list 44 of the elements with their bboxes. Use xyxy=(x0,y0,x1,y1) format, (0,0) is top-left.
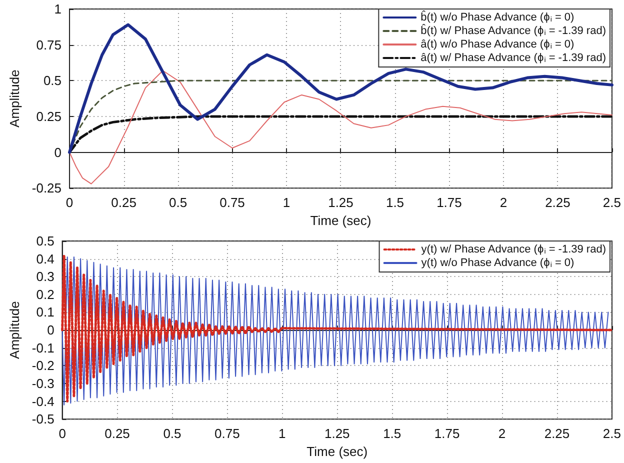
y-tick-label: 0.25 xyxy=(36,108,62,124)
x-tick-label: 0.25 xyxy=(104,426,130,442)
y-tick-label: 0.4 xyxy=(36,251,54,266)
y-tick-label: 0.1 xyxy=(36,304,54,320)
line-series xyxy=(69,70,612,184)
x-tick-label: 0.5 xyxy=(168,195,188,210)
y-tick-label: 0.3 xyxy=(36,269,54,284)
x-tick-label: 2.25 xyxy=(544,426,570,442)
y-tick-label: -0.3 xyxy=(32,376,54,391)
x-tick-label: 1 xyxy=(282,195,290,210)
y-tick-label: -0.5 xyxy=(32,412,54,427)
x-tick-label: 1.75 xyxy=(434,426,460,442)
y-tick-label: 1 xyxy=(54,2,62,16)
y-tick-label: 0.5 xyxy=(36,234,54,248)
x-tick-label: 2.5 xyxy=(602,195,622,210)
y-tick-label: 0.5 xyxy=(43,73,62,88)
x-tick-label: 1 xyxy=(278,426,286,442)
y-tick-label: 0.75 xyxy=(36,37,62,52)
x-tick-label: 0.25 xyxy=(111,195,136,210)
x-tick-label: 0.5 xyxy=(163,426,182,442)
y-tick-label: -0.25 xyxy=(32,180,62,196)
x-tick-label: 0.75 xyxy=(220,195,245,210)
x-tick-label: 0.75 xyxy=(214,426,240,442)
y-axis-title: Amplitude xyxy=(7,70,22,128)
y-tick-label: 0 xyxy=(47,322,54,338)
x-axis-title: Time (sec) xyxy=(306,444,368,459)
x-tick-label: 1.25 xyxy=(324,426,350,442)
x-tick-label: 0 xyxy=(66,195,74,210)
x-tick-label: 1.5 xyxy=(386,195,404,210)
x-tick-label: 1.75 xyxy=(436,195,462,210)
y-tick-label: 0 xyxy=(54,144,62,160)
y-tick-label: -0.2 xyxy=(32,358,54,374)
y-axis-title: Amplitude xyxy=(7,301,22,359)
x-axis-title: Time (sec) xyxy=(310,213,372,228)
x-tick-label: 2.5 xyxy=(602,426,622,442)
x-tick-label: 2 xyxy=(500,195,508,210)
x-tick-label: 1.25 xyxy=(328,195,354,210)
y-tick-label: 0.2 xyxy=(36,286,54,302)
line-series xyxy=(68,23,614,154)
x-tick-label: 1.5 xyxy=(383,426,402,442)
x-tick-label: 2 xyxy=(498,426,506,442)
y-tick-label: -0.1 xyxy=(32,340,54,356)
y-tick-label: -0.4 xyxy=(32,394,54,409)
x-tick-label: 2.25 xyxy=(545,195,570,210)
